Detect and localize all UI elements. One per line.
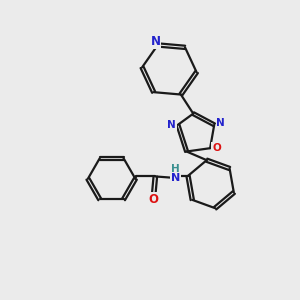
Text: O: O [212, 143, 221, 153]
Text: N: N [150, 35, 161, 48]
Text: N: N [171, 173, 181, 183]
Text: H: H [172, 164, 180, 174]
Text: N: N [167, 120, 176, 130]
Text: O: O [149, 193, 159, 206]
Text: N: N [216, 118, 225, 128]
